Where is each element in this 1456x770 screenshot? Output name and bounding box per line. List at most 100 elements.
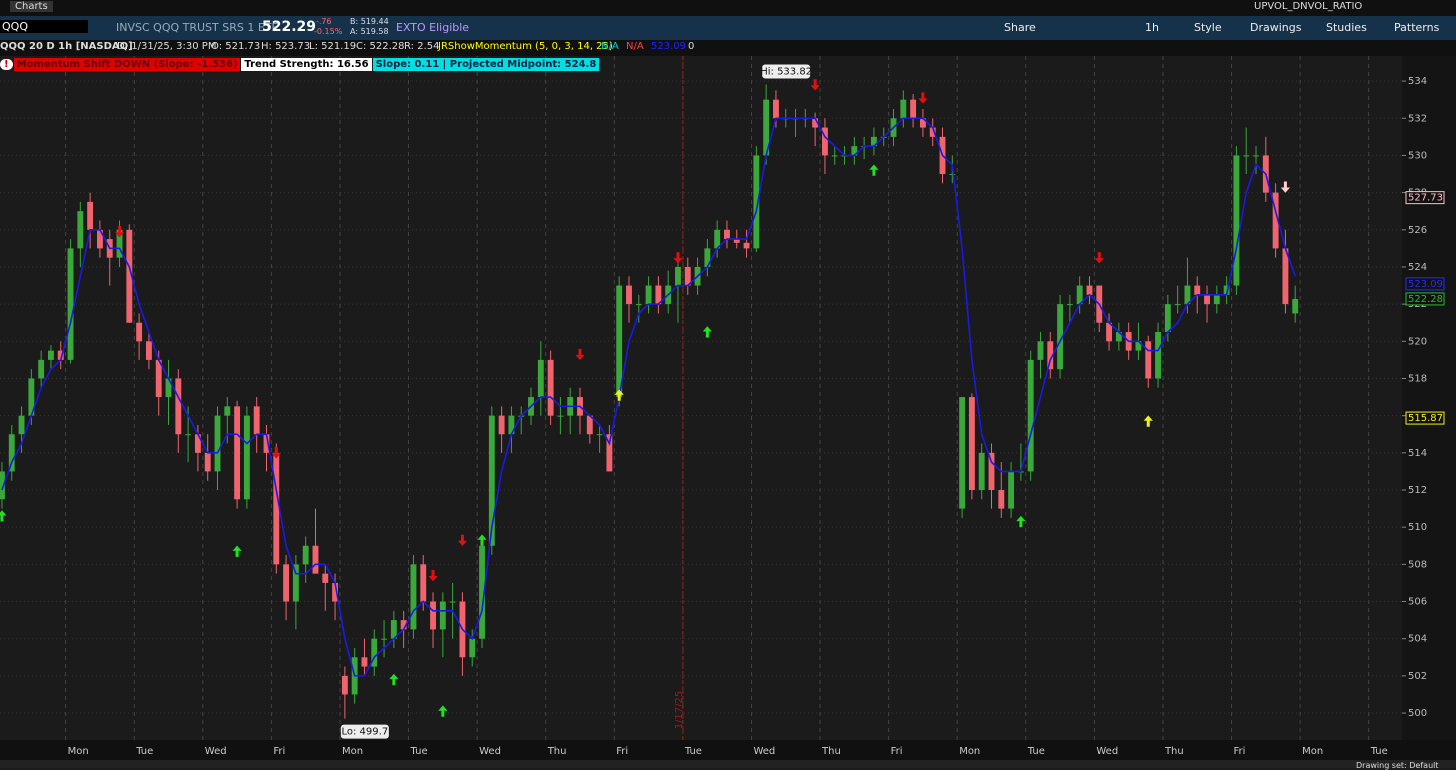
candle-body [557, 415, 564, 417]
bar-high: H: 523.73 [261, 41, 311, 52]
studies-button[interactable]: Studies [1326, 21, 1367, 34]
signal-arrow [1280, 181, 1291, 193]
candle-body [145, 341, 152, 360]
candle-body [400, 620, 407, 630]
signal-arrow [575, 348, 585, 361]
y-tick-label: 510 [1408, 522, 1427, 533]
price-marker-label: 515.87 [1408, 413, 1443, 424]
x-tick-label: Wed [479, 746, 501, 757]
candle-body [8, 434, 15, 472]
price-marker-label: 522.28 [1408, 294, 1443, 305]
candle-body [773, 99, 779, 119]
candle-body [390, 620, 397, 639]
y-tick-label: 518 [1408, 373, 1427, 384]
y-tick-label: 508 [1408, 559, 1427, 570]
moving-average [1, 117, 1296, 677]
y-tick-label: 502 [1408, 671, 1427, 682]
candle-body [870, 136, 877, 147]
x-tick-label: Mon [1302, 746, 1323, 757]
candle-body [0, 471, 5, 500]
change-pct: -0.15% [314, 27, 343, 36]
candle-body [243, 415, 250, 500]
candle-body [606, 434, 613, 472]
description: INVSC QQQ TRUST SRS 1 ETF [116, 21, 278, 34]
candle-body [1272, 192, 1279, 249]
candle-body [253, 406, 260, 435]
y-tick-label: 514 [1408, 448, 1427, 459]
time-axis-bg [0, 740, 1456, 760]
signal-arrow [1016, 515, 1026, 528]
candle-body [1233, 155, 1240, 286]
candle-body [1057, 304, 1064, 370]
chart-name: QQQ 20 D 1h [NASDAQ] [0, 41, 133, 52]
footer: Drawing set: Default [0, 760, 1456, 770]
candle-body [1086, 285, 1093, 295]
candle-body [919, 118, 926, 128]
candle-body [439, 601, 446, 630]
candle-body [185, 434, 192, 436]
candle-body [1155, 332, 1161, 379]
candle-body [126, 229, 133, 323]
study-name: UPVOL_DNVOL_RATIO [1254, 1, 1363, 12]
candle-body [1106, 322, 1112, 342]
candle-body [1037, 341, 1044, 360]
candle-body [1008, 471, 1015, 509]
x-tick-label: Fri [616, 746, 628, 757]
bar-date: D: 1/31/25, 3:30 PM [117, 41, 217, 52]
annotation-box [340, 724, 389, 739]
app-tab[interactable]: Charts [10, 1, 53, 12]
candle-body [714, 229, 721, 249]
candle-body [1174, 304, 1181, 306]
candle-body [361, 657, 368, 667]
timeframe-button[interactable]: 1h [1145, 21, 1159, 34]
candle-body [449, 601, 456, 603]
candle-body [1027, 359, 1034, 472]
patterns-button[interactable]: Patterns [1394, 21, 1440, 34]
x-tick-label: Tue [410, 746, 428, 757]
na-value: N/A [626, 41, 644, 52]
change: -.76 [316, 17, 332, 26]
candle-body [420, 564, 427, 602]
annotation-box [762, 64, 811, 79]
candle-body [234, 406, 241, 500]
candle-body [96, 229, 103, 249]
candle-body [341, 675, 348, 695]
candle-body [537, 359, 544, 398]
symbol-input[interactable]: QQQ [0, 20, 88, 33]
y-tick-label: 520 [1408, 336, 1427, 347]
price-marker-box [1405, 411, 1445, 425]
candle-body [831, 155, 838, 157]
ma-value: 523.09 [651, 41, 686, 52]
candle-body [155, 359, 162, 398]
candle-body [1292, 298, 1299, 314]
candle-body [175, 378, 182, 435]
x-tick-label: Tue [1370, 746, 1388, 757]
candle-body [38, 359, 45, 379]
candle-body [1282, 248, 1289, 305]
price-marker-box [1405, 191, 1445, 205]
style-button[interactable]: Style [1194, 21, 1222, 34]
candle-body [302, 545, 309, 565]
candle-body [616, 285, 623, 398]
candle-body [1243, 155, 1250, 157]
drawings-button[interactable]: Drawings [1250, 21, 1302, 34]
candle-body [312, 545, 319, 574]
x-tick-label: Fri [273, 746, 285, 757]
bid: B: 519.44 [350, 17, 389, 26]
candle-body [204, 452, 211, 472]
share-button[interactable]: Share [1004, 21, 1036, 34]
bar-low: L: 521.19 [309, 41, 357, 52]
candle-body [596, 434, 603, 436]
bar-open: O: 521.73 [211, 41, 261, 52]
signal-arrow [389, 673, 399, 686]
chart: 5005025045065085105125145165185205225245… [0, 56, 1456, 760]
signal-arrow [0, 510, 7, 522]
signal-arrow [869, 164, 879, 176]
candle-body [469, 638, 476, 658]
signal-arrow [232, 545, 242, 557]
signal-arrow [114, 226, 125, 238]
signal-arrow [614, 389, 624, 401]
candle-body [67, 248, 74, 360]
x-tick-label: Tue [1027, 746, 1045, 757]
candle-body [1204, 294, 1210, 305]
